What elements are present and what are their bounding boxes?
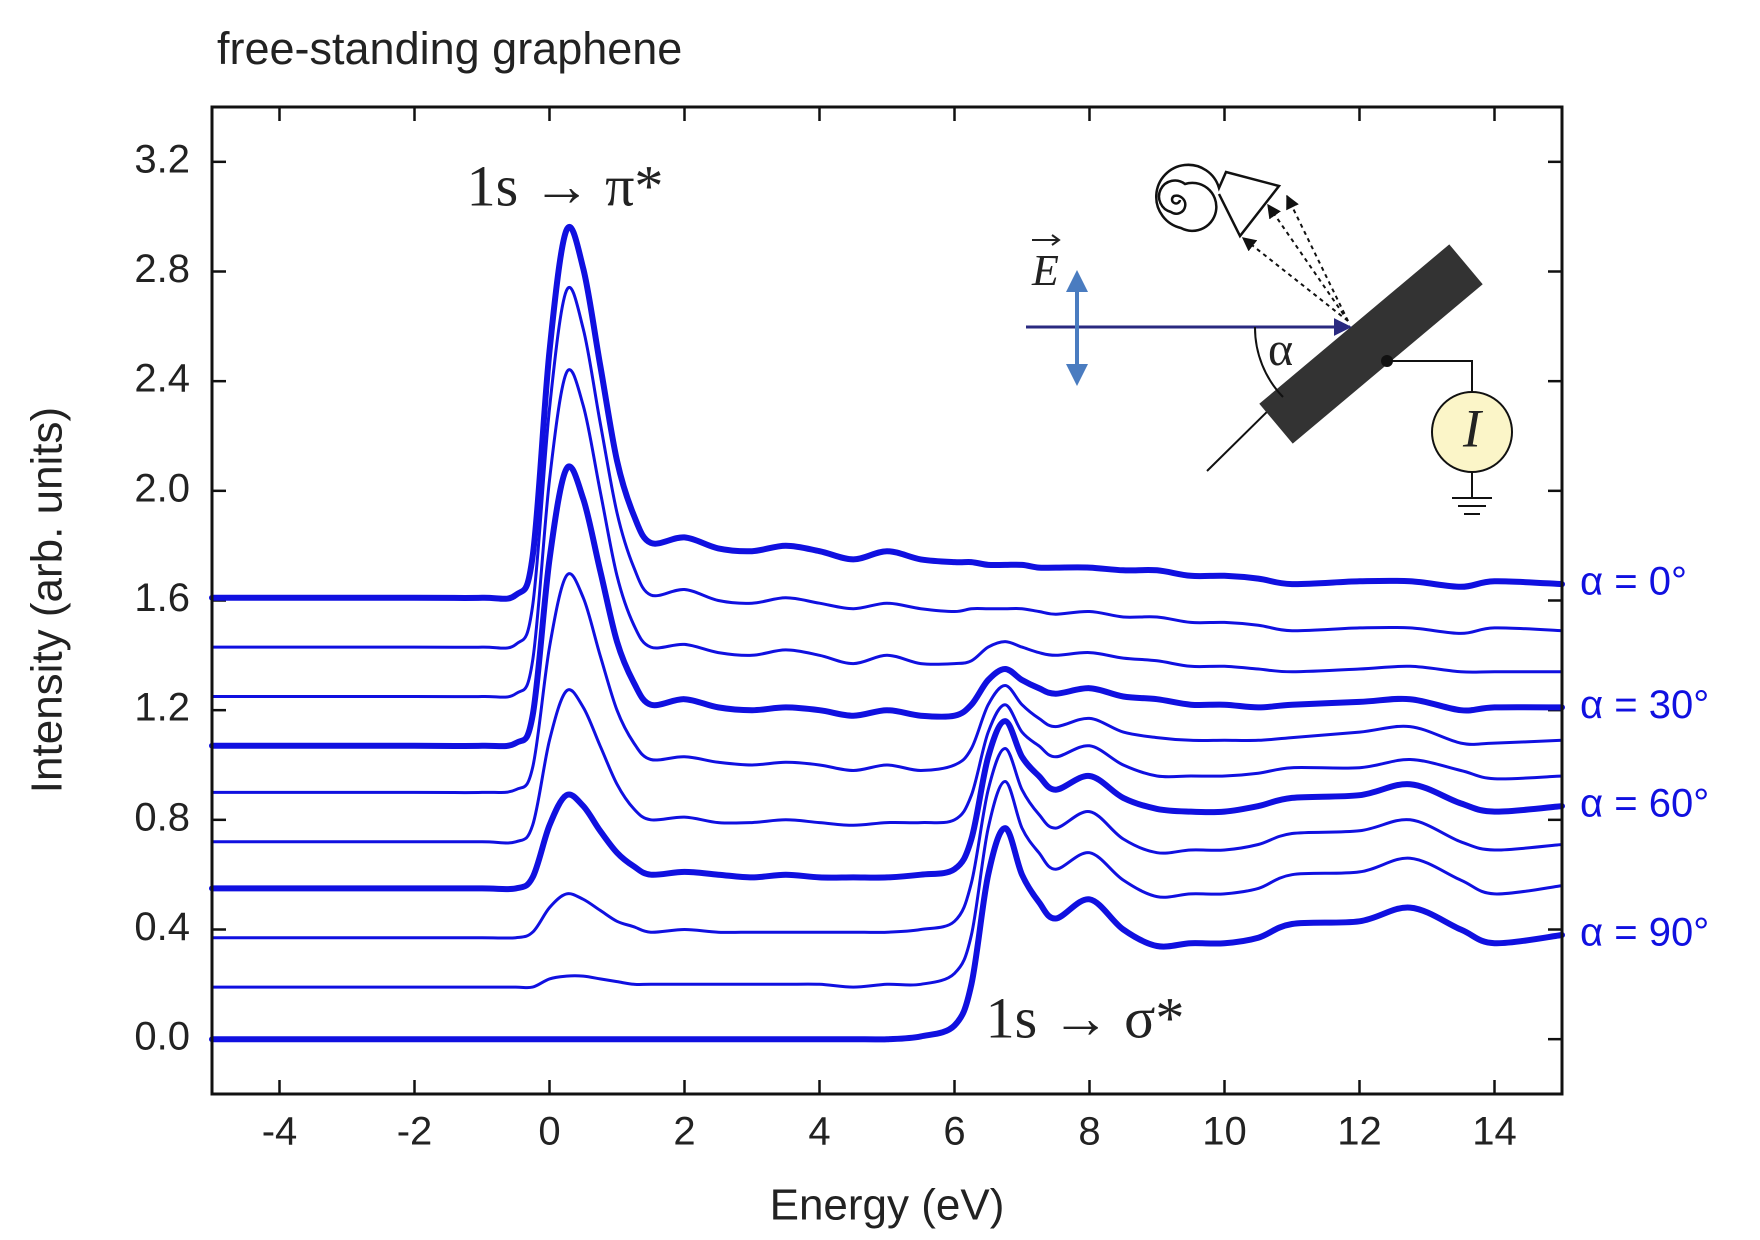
y-tick-label: 1.2 [134,686,190,730]
x-tick-label: 4 [808,1110,830,1154]
x-tick-label: -2 [397,1110,433,1154]
x-tick-label: 0 [538,1110,560,1154]
x-tick-label: 10 [1202,1110,1247,1154]
data-line [210,747,1564,940]
y-tick-label: 3.2 [134,137,190,181]
y-tick-label: 0.8 [134,795,190,839]
y-axis-label: Intensity (arb. units) [23,407,72,793]
x-tick-label: 2 [673,1110,695,1154]
data-line [209,224,1565,602]
x-tick-label: 6 [943,1110,965,1154]
wire [1387,360,1492,515]
angle-arc [1253,326,1284,398]
x-tick-label: 14 [1472,1110,1517,1154]
y-tick-label: 0.4 [134,905,190,949]
inset-label: E [1031,246,1059,295]
chart-title: free-standing graphene [217,23,682,74]
data-line [209,463,1565,750]
legend-label: α = 90° [1580,911,1709,955]
electron-path [1241,237,1349,322]
electron-path [1286,194,1349,322]
data-line [210,368,1564,699]
vector-arrow [1032,234,1061,246]
legend-label: α = 0° [1580,560,1687,604]
y-tick-label: 2.4 [134,357,190,401]
plot-frame [210,105,1564,1096]
legend-label: α = 60° [1580,782,1709,826]
x-tick-label: 12 [1337,1110,1382,1154]
data-line [210,286,1564,650]
x-axis-label: Energy (eV) [770,1181,1005,1230]
ammeter [1431,391,1513,473]
inset-label: α [1268,323,1293,376]
data-line [210,688,1564,845]
data-line [210,780,1564,990]
electron-path [1267,203,1349,322]
x-tick-label: -4 [262,1110,298,1154]
x-tick-label: 8 [1078,1110,1100,1154]
y-tick-label: 0.0 [134,1015,190,1059]
data-line [209,718,1565,893]
legend-label: α = 30° [1580,683,1709,727]
sample-plate [1259,244,1483,444]
data-line [209,825,1565,1043]
detector [1155,163,1282,239]
y-tick-label: 1.6 [134,576,190,620]
annotation: 1s → π* [467,153,664,218]
annotation: 1s → σ* [986,985,1185,1050]
inset-diagram: E α I [1026,163,1513,515]
plot-area [209,224,1565,1043]
data-line [210,572,1564,795]
y-tick-label: 2.8 [134,247,190,291]
inset-label: I [1462,398,1484,458]
y-tick-label: 2.0 [134,466,190,510]
